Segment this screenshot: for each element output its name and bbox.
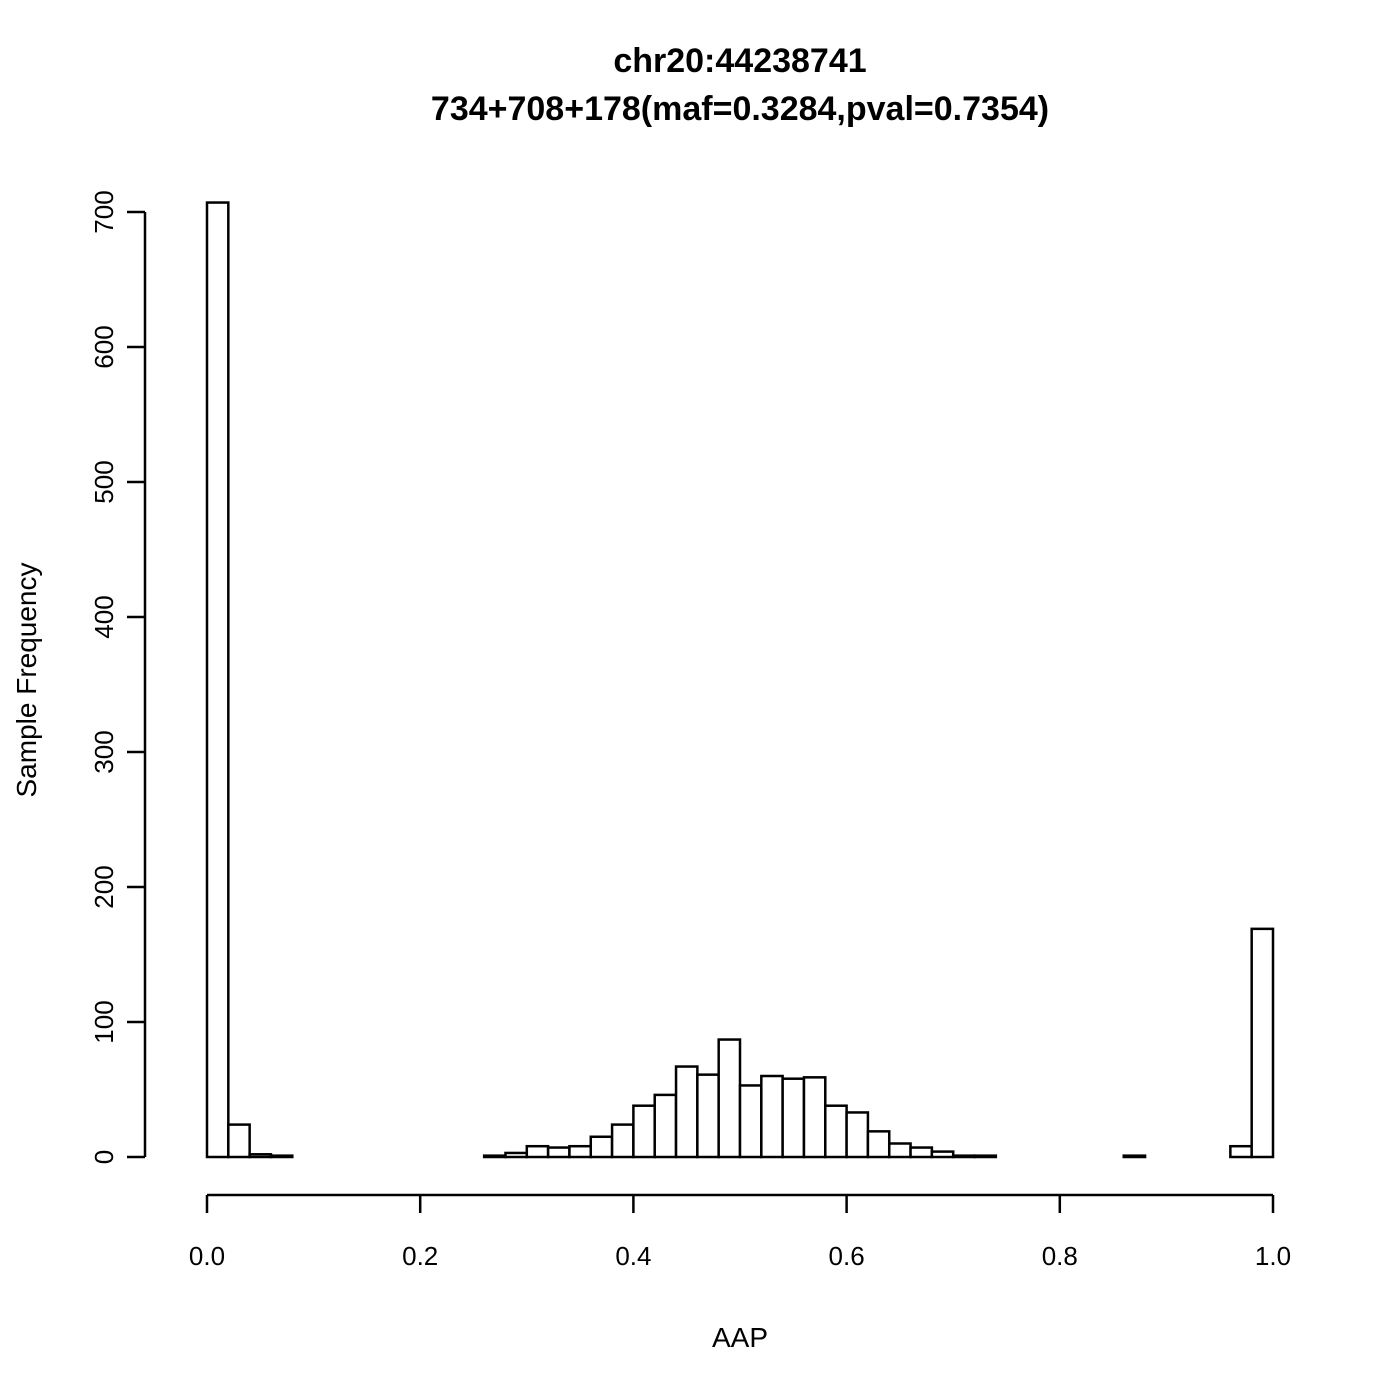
x-axis-label: AAP — [712, 1322, 768, 1353]
y-tick-label: 0 — [89, 1150, 119, 1164]
y-tick-label: 300 — [89, 730, 119, 773]
chart-title: chr20:44238741 — [613, 42, 866, 80]
histogram-bar-9 — [589, 1135, 614, 1159]
histogram-bar-6 — [525, 1144, 550, 1159]
x-tick-label: 0.0 — [189, 1241, 225, 1271]
y-tick-label: 100 — [89, 1000, 119, 1043]
y-tick-label: 200 — [89, 865, 119, 908]
histogram-bar-25 — [930, 1150, 955, 1159]
histogram-bar-19 — [802, 1076, 827, 1159]
histogram-bar-27 — [973, 1154, 998, 1159]
x-axis: 0.0 0.2 0.4 0.6 0.8 1.0 — [189, 1193, 1291, 1271]
y-tick-label: 400 — [89, 595, 119, 638]
x-tick-label: 0.8 — [1042, 1241, 1078, 1271]
histogram-bar-28 — [1122, 1154, 1147, 1159]
histogram-bar-23 — [887, 1142, 912, 1159]
histogram-bar-11 — [632, 1104, 656, 1159]
histogram-bar-26 — [951, 1154, 976, 1159]
histogram-bar-7 — [546, 1146, 571, 1159]
histogram-bar-5 — [504, 1151, 529, 1159]
histogram-bar-10 — [610, 1123, 635, 1159]
histogram-bar-18 — [781, 1077, 806, 1159]
histogram-bar-29 — [1229, 1144, 1253, 1159]
histogram-bar-16 — [738, 1084, 763, 1159]
histogram-bar-17 — [760, 1074, 784, 1159]
histogram-bar-1 — [227, 1123, 251, 1159]
histogram-bar-15 — [717, 1038, 742, 1159]
x-tick-label: 0.6 — [829, 1241, 865, 1271]
x-tick-label: 0.4 — [615, 1241, 651, 1271]
y-tick-label: 700 — [89, 190, 119, 233]
y-axis: 0 100 200 300 400 500 600 700 — [89, 190, 147, 1164]
histogram-bar-2 — [248, 1153, 273, 1159]
histogram-bar-30 — [1250, 927, 1275, 1159]
histogram-bar-8 — [568, 1144, 593, 1159]
y-tick-label: 600 — [89, 325, 119, 368]
histogram-bar-20 — [824, 1104, 848, 1159]
y-axis-label: Sample Frequency — [11, 562, 42, 797]
chart-subtitle: 734+708+178(maf=0.3284,pval=0.7354) — [431, 90, 1049, 128]
histogram-bar-14 — [696, 1073, 720, 1159]
x-tick-label: 0.2 — [402, 1241, 438, 1271]
histogram-bar-0 — [205, 201, 230, 1159]
y-tick-label: 500 — [89, 460, 119, 503]
histogram-bar-21 — [845, 1111, 870, 1159]
bars-group — [205, 201, 1275, 1159]
histogram-bar-12 — [653, 1093, 678, 1159]
histogram-bar-4 — [482, 1154, 507, 1159]
histogram-bar-22 — [866, 1130, 891, 1159]
histogram-bar-24 — [909, 1146, 934, 1159]
x-tick-label: 1.0 — [1255, 1241, 1291, 1271]
histogram-bar-3 — [269, 1154, 294, 1159]
histogram-bar-13 — [674, 1065, 699, 1159]
